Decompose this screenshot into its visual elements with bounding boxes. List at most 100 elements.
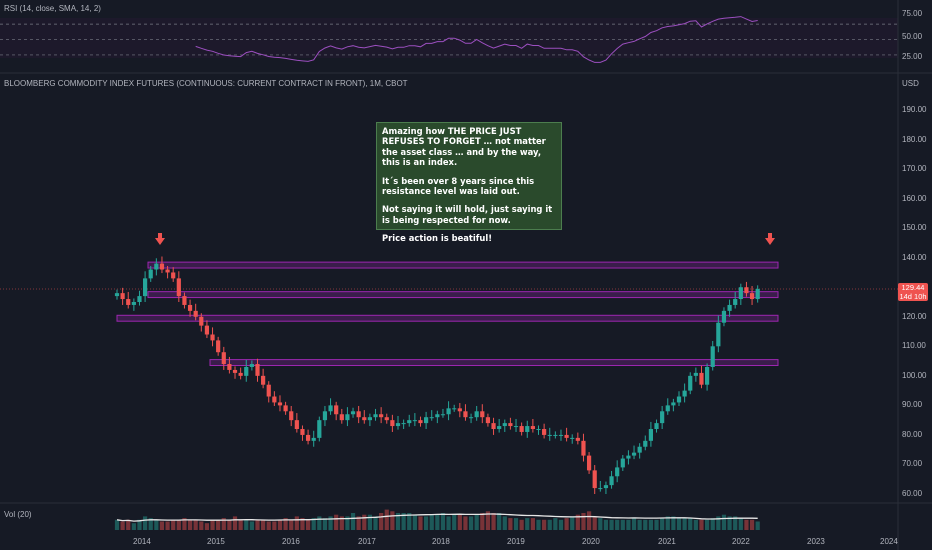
candle-body [418,420,423,424]
candle [238,367,243,380]
candle-body [272,396,277,403]
candle-body [362,417,367,421]
x-tick-label: 2018 [432,537,450,546]
candle [705,363,710,391]
volume-bar [755,521,760,530]
candle [418,416,423,427]
volume-bar [558,519,564,530]
candle [300,425,305,441]
candle [592,465,597,494]
volume-bar [199,521,204,530]
volume-bar [660,518,665,530]
candle-body [379,414,384,418]
volume-ma-line [116,513,758,522]
zones-layer[interactable] [116,261,779,367]
volume-bar [210,519,215,530]
candle-body [367,417,372,421]
candle [682,383,687,403]
candle [558,429,564,441]
candle [367,413,372,427]
candle [598,481,603,492]
candle-body [665,405,670,412]
volume-bar [542,519,547,530]
candle [660,405,665,430]
volume-bar [474,514,479,530]
candle-body [609,476,614,486]
candle-body [204,325,210,335]
y-tick-label: 80.00 [902,429,923,439]
volume-bar [120,521,125,530]
candle-body [536,429,541,431]
volume-bar [733,516,738,530]
candle [199,313,204,332]
candle [305,429,311,445]
annotation-box[interactable]: Amazing how THE PRICE JUST REFUSES TO FO… [376,122,562,243]
volume-bar [379,513,384,530]
candle [137,290,142,306]
volume-bar [311,518,316,530]
candle-body [558,434,564,436]
candle [564,427,569,442]
candle-body [682,390,687,397]
candle-body [199,316,204,326]
candle-body [654,423,659,430]
candle [508,417,513,430]
candle [345,407,350,427]
volume-bar [570,516,575,530]
volume-bar [676,518,682,530]
volume-bar [317,516,322,530]
volume-bar [204,523,210,530]
candle [688,372,693,395]
candle [468,413,474,424]
candle-body [542,429,547,435]
candle [525,420,530,438]
candle [502,419,507,432]
candle-body [238,372,243,376]
candle-body [283,405,288,412]
rsi-title: RSI (14, close, SMA, 14, 2) [4,4,101,13]
volume-bar [221,518,226,530]
volume-bar [530,518,535,530]
candle [480,404,485,424]
candle-body [373,414,378,418]
candle [311,430,316,447]
candle-body [603,485,609,489]
candle-body [474,411,479,418]
rsi-level-50: 50.00 [902,32,923,41]
y-tick-label: 150.00 [902,223,927,233]
volume-bar [581,513,586,530]
candle [171,267,176,282]
candle [626,450,631,465]
volume-bar [525,518,530,530]
candle [210,327,215,347]
annotation-text: Amazing how THE PRICE JUST REFUSES TO FO… [382,126,546,168]
volume-bar [390,511,395,530]
candles-layer[interactable] [114,256,760,494]
candle [272,391,277,406]
candle [154,258,159,276]
candle-body [154,263,159,270]
candle [317,416,322,442]
x-tick-label: 2022 [732,537,750,546]
volume-bar [710,518,715,530]
candle-body [671,402,676,406]
candle [216,336,221,356]
candle [277,395,283,412]
candle-body [721,310,727,323]
candle-body [699,372,704,385]
volume-bar [648,519,653,530]
candle [390,414,395,432]
candle-body [553,434,558,436]
volume-bar [609,519,614,530]
candle [615,460,620,483]
candle-body [424,417,429,424]
candle [721,307,727,327]
candle-body [227,364,232,370]
candle-body [328,405,333,412]
volume-bar [553,518,558,530]
candle [395,416,401,430]
candle-body [581,440,586,456]
candle-body [491,423,496,430]
x-tick-label: 2016 [282,537,300,546]
